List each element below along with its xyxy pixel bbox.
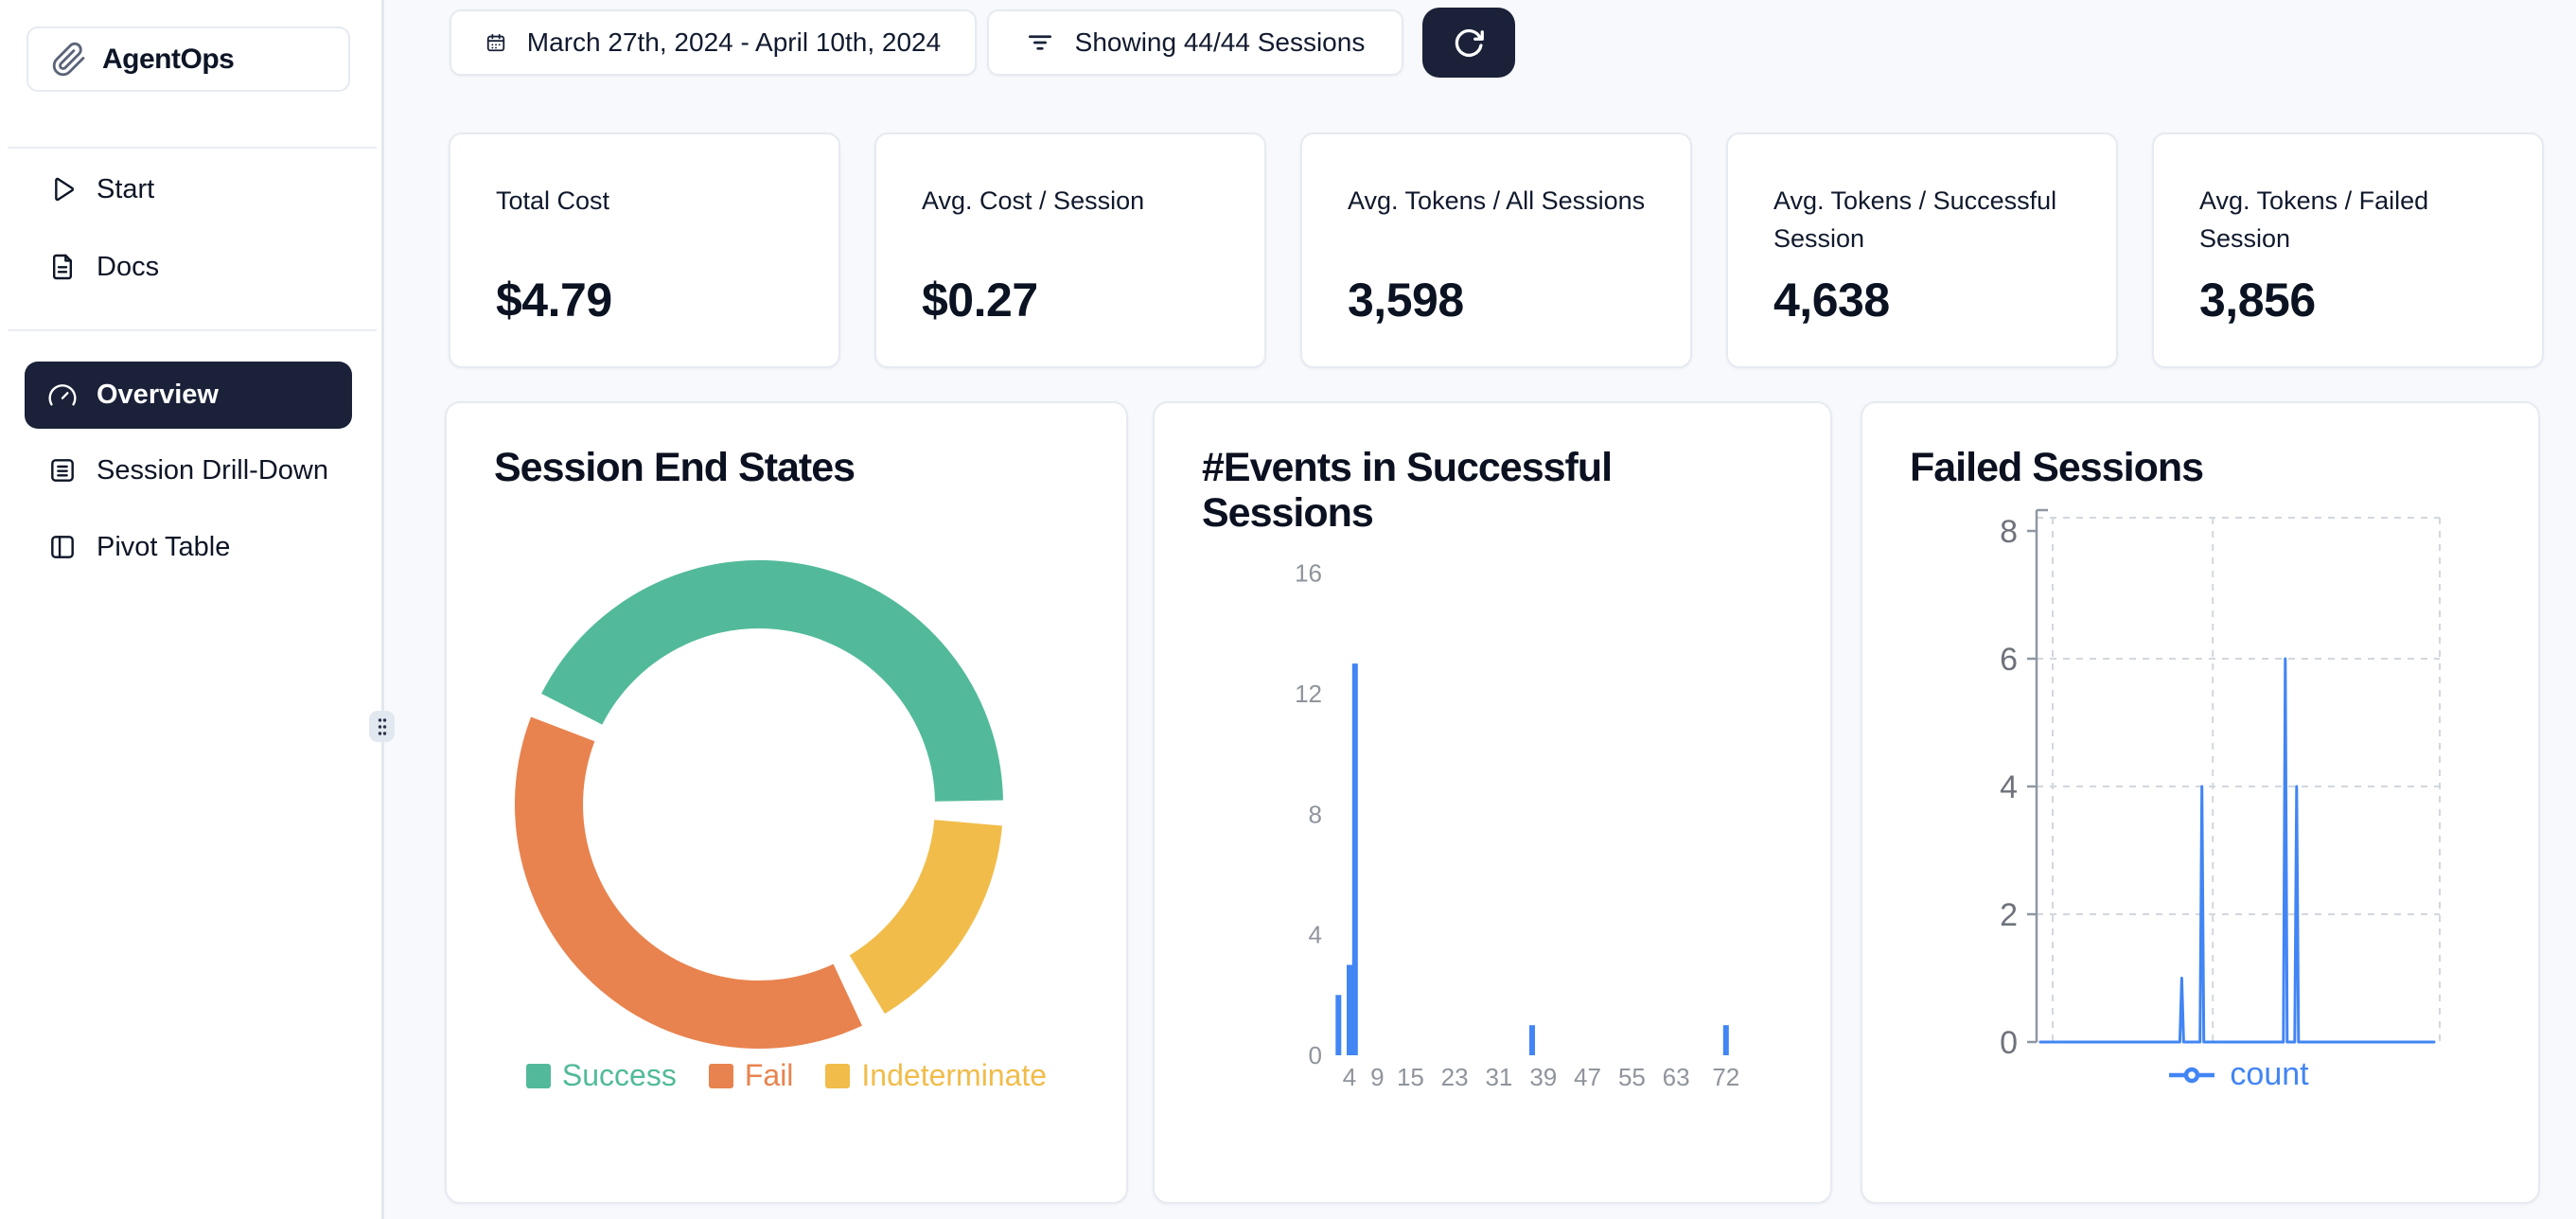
stat-card-total-cost: Total Cost $4.79 bbox=[449, 132, 840, 368]
sidebar-resize-handle[interactable] bbox=[369, 711, 395, 742]
svg-text:4: 4 bbox=[2000, 769, 2018, 805]
filter-icon bbox=[1026, 28, 1054, 57]
calendar-icon bbox=[485, 32, 506, 53]
refresh-icon bbox=[1452, 26, 1486, 60]
stat-label: Avg. Tokens / Successful Session bbox=[1773, 186, 2057, 253]
stat-card-avg-tokens-all: Avg. Tokens / All Sessions 3,598 bbox=[1300, 132, 1692, 368]
success-swatch bbox=[525, 1063, 551, 1088]
sidebar-item-label: Pivot Table bbox=[97, 531, 231, 562]
svg-text:15: 15 bbox=[1397, 1063, 1424, 1091]
indeterminate-swatch bbox=[825, 1063, 851, 1088]
sidebar-item-overview[interactable]: Overview bbox=[25, 362, 352, 429]
svg-text:6: 6 bbox=[2000, 642, 2018, 678]
paperclip-logo-icon bbox=[51, 42, 87, 78]
svg-text:4: 4 bbox=[1309, 921, 1322, 949]
failed-chart-legend[interactable]: count bbox=[2037, 1056, 2440, 1093]
date-range-label: March 27th, 2024 - April 10th, 2024 bbox=[526, 27, 942, 57]
sidebar-item-pivot-table[interactable]: Pivot Table bbox=[25, 520, 352, 574]
stat-card-avg-cost-session: Avg. Cost / Session $0.27 bbox=[874, 132, 1266, 368]
failed-sessions-card: Failed Sessions 0 2 4 6 8 count bbox=[1861, 401, 2540, 1204]
svg-text:0: 0 bbox=[1309, 1041, 1322, 1069]
stat-label: Avg. Cost / Session bbox=[922, 186, 1145, 215]
stat-value: 3,856 bbox=[2199, 274, 2316, 327]
svg-text:9: 9 bbox=[1370, 1063, 1384, 1091]
date-range-button[interactable]: March 27th, 2024 - April 10th, 2024 bbox=[450, 9, 977, 76]
svg-text:23: 23 bbox=[1441, 1063, 1469, 1091]
fail-swatch bbox=[708, 1063, 733, 1088]
legend-label: count bbox=[2230, 1056, 2309, 1092]
chart-title: #Events in Successful Sessions bbox=[1202, 445, 1613, 536]
svg-text:8: 8 bbox=[2000, 514, 2018, 550]
document-icon bbox=[47, 252, 78, 282]
svg-text:72: 72 bbox=[1712, 1063, 1739, 1091]
session-end-states-donut-chart[interactable] bbox=[447, 403, 1130, 1206]
stat-label: Total Cost bbox=[496, 186, 610, 215]
svg-text:12: 12 bbox=[1295, 680, 1322, 708]
stat-card-avg-tokens-successful: Avg. Tokens / Successful Session 4,638 bbox=[1726, 132, 2118, 368]
stat-label: Avg. Tokens / Failed Session bbox=[2199, 186, 2429, 253]
panel-icon bbox=[47, 532, 78, 562]
events-in-successful-sessions-card: #Events in Successful Sessions 0 4 8 12 16 4 9… bbox=[1153, 401, 1832, 1204]
svg-text:8: 8 bbox=[1309, 800, 1322, 828]
svg-text:47: 47 bbox=[1574, 1063, 1601, 1091]
grip-dots-icon bbox=[376, 716, 389, 737]
svg-text:55: 55 bbox=[1618, 1063, 1646, 1091]
sidebar-item-start[interactable]: Start bbox=[25, 162, 352, 217]
legend-label: Success bbox=[561, 1058, 677, 1092]
sidebar-item-label: Session Drill-Down bbox=[97, 454, 328, 486]
sidebar-main-divider bbox=[381, 0, 384, 1219]
donut-legend: Success Fail Indeterminate bbox=[447, 1058, 1126, 1093]
sidebar-item-label: Start bbox=[97, 173, 155, 204]
sidebar-item-label: Docs bbox=[97, 251, 160, 282]
line-marker-icon bbox=[2167, 1067, 2216, 1084]
legend-item-indeterminate[interactable]: Indeterminate bbox=[825, 1058, 1047, 1093]
legend-label: Fail bbox=[744, 1058, 794, 1092]
svg-text:63: 63 bbox=[1663, 1063, 1690, 1091]
sessions-filter-label: Showing 44/44 Sessions bbox=[1074, 27, 1366, 57]
sidebar-item-session-drill-down[interactable]: Session Drill-Down bbox=[25, 443, 352, 498]
stat-value: 3,598 bbox=[1348, 274, 1464, 327]
svg-text:39: 39 bbox=[1529, 1063, 1557, 1091]
svg-text:16: 16 bbox=[1295, 559, 1322, 588]
stat-value: $0.27 bbox=[922, 274, 1038, 327]
stat-cards-row: Total Cost $4.79 Avg. Cost / Session $0.… bbox=[449, 132, 2544, 368]
app-logo[interactable]: AgentOps bbox=[26, 26, 350, 92]
session-end-states-card: Session End States Success Fail Indeterm… bbox=[445, 401, 1128, 1204]
stat-card-avg-tokens-failed: Avg. Tokens / Failed Session 3,856 bbox=[2152, 132, 2544, 368]
failed-sessions-line-chart[interactable]: 0 2 4 6 8 bbox=[1862, 403, 2542, 1206]
legend-item-fail[interactable]: Fail bbox=[708, 1058, 794, 1093]
svg-text:0: 0 bbox=[2000, 1025, 2018, 1061]
stat-value: 4,638 bbox=[1773, 274, 1890, 327]
legend-item-success[interactable]: Success bbox=[525, 1058, 677, 1093]
list-icon bbox=[47, 455, 78, 486]
gauge-icon bbox=[47, 380, 78, 411]
stat-value: $4.79 bbox=[496, 274, 612, 327]
sessions-filter-button[interactable]: Showing 44/44 Sessions bbox=[987, 9, 1403, 76]
sidebar-divider-mid bbox=[8, 329, 377, 331]
refresh-button[interactable] bbox=[1422, 8, 1515, 78]
legend-label: Indeterminate bbox=[861, 1058, 1048, 1092]
app-name: AgentOps bbox=[102, 43, 235, 75]
sidebar-divider-top bbox=[8, 147, 377, 149]
chart-title: Session End States bbox=[494, 445, 856, 490]
sidebar-item-docs[interactable]: Docs bbox=[25, 239, 352, 294]
sidebar-item-label: Overview bbox=[97, 380, 219, 410]
svg-text:2: 2 bbox=[2000, 897, 2018, 933]
sidebar: AgentOps Start Docs bbox=[0, 0, 382, 1219]
svg-text:4: 4 bbox=[1343, 1063, 1356, 1091]
chart-title: Failed Sessions bbox=[1910, 445, 2204, 490]
stat-label: Avg. Tokens / All Sessions bbox=[1348, 186, 1646, 215]
svg-text:31: 31 bbox=[1485, 1063, 1512, 1091]
play-icon bbox=[47, 174, 78, 204]
